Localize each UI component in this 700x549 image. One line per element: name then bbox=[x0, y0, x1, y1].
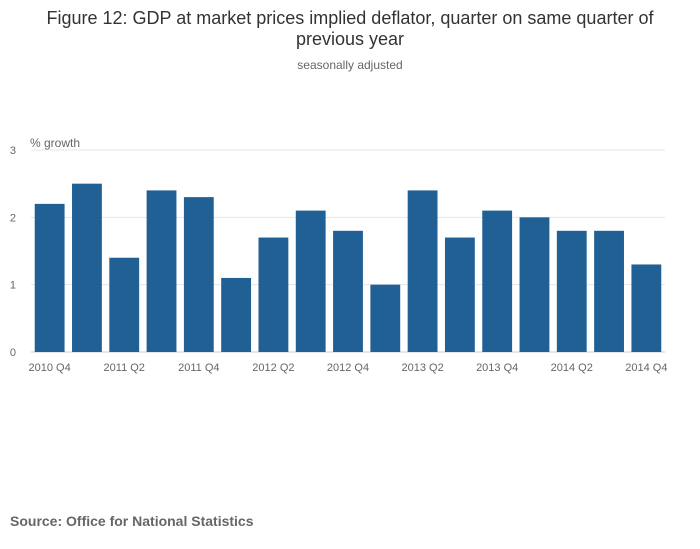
x-tick-label: 2012 Q4 bbox=[327, 362, 369, 374]
y-tick-label: 3 bbox=[10, 145, 16, 157]
bar[interactable] bbox=[295, 210, 326, 352]
bar[interactable] bbox=[407, 190, 438, 352]
x-tick-label: 2013 Q2 bbox=[401, 362, 443, 374]
bar[interactable] bbox=[631, 264, 662, 352]
bars bbox=[34, 183, 662, 352]
bar[interactable] bbox=[109, 257, 140, 352]
y-tick-label: 2 bbox=[10, 212, 16, 224]
y-tick-label: 0 bbox=[10, 347, 16, 359]
y-axis-label: % growth bbox=[30, 136, 80, 150]
bar[interactable] bbox=[444, 237, 475, 352]
axes: 0 1 2 3 2010 Q4 2011 Q2 2011 Q4 2012 Q2 2012 Q4 2… bbox=[10, 145, 668, 374]
bar[interactable] bbox=[370, 284, 401, 352]
bar[interactable] bbox=[183, 197, 214, 352]
x-tick-label: 2014 Q4 bbox=[625, 362, 667, 374]
bar[interactable] bbox=[333, 230, 363, 352]
x-tick-label: 2010 Q4 bbox=[29, 362, 71, 374]
bar[interactable] bbox=[34, 203, 65, 352]
source-note: Source: Office for National Statistics bbox=[10, 513, 254, 529]
bar[interactable] bbox=[221, 277, 252, 352]
x-tick-label: 2011 Q2 bbox=[104, 362, 145, 374]
y-tick-label: 1 bbox=[10, 280, 16, 292]
bar[interactable] bbox=[482, 210, 513, 352]
bar[interactable] bbox=[258, 237, 289, 352]
x-tick-label: 2012 Q2 bbox=[252, 362, 294, 374]
x-tick-label: 2014 Q2 bbox=[551, 362, 593, 374]
bar[interactable] bbox=[556, 230, 587, 352]
bar[interactable] bbox=[519, 217, 550, 352]
chart-title: Figure 12: GDP at market prices implied … bbox=[46, 8, 654, 49]
bar[interactable] bbox=[72, 183, 102, 352]
chart-subtitle: seasonally adjusted bbox=[297, 58, 403, 72]
bar[interactable] bbox=[594, 230, 624, 352]
x-tick-label: 2011 Q4 bbox=[178, 362, 219, 374]
x-tick-label: 2013 Q4 bbox=[476, 362, 518, 374]
bar[interactable] bbox=[146, 190, 177, 352]
